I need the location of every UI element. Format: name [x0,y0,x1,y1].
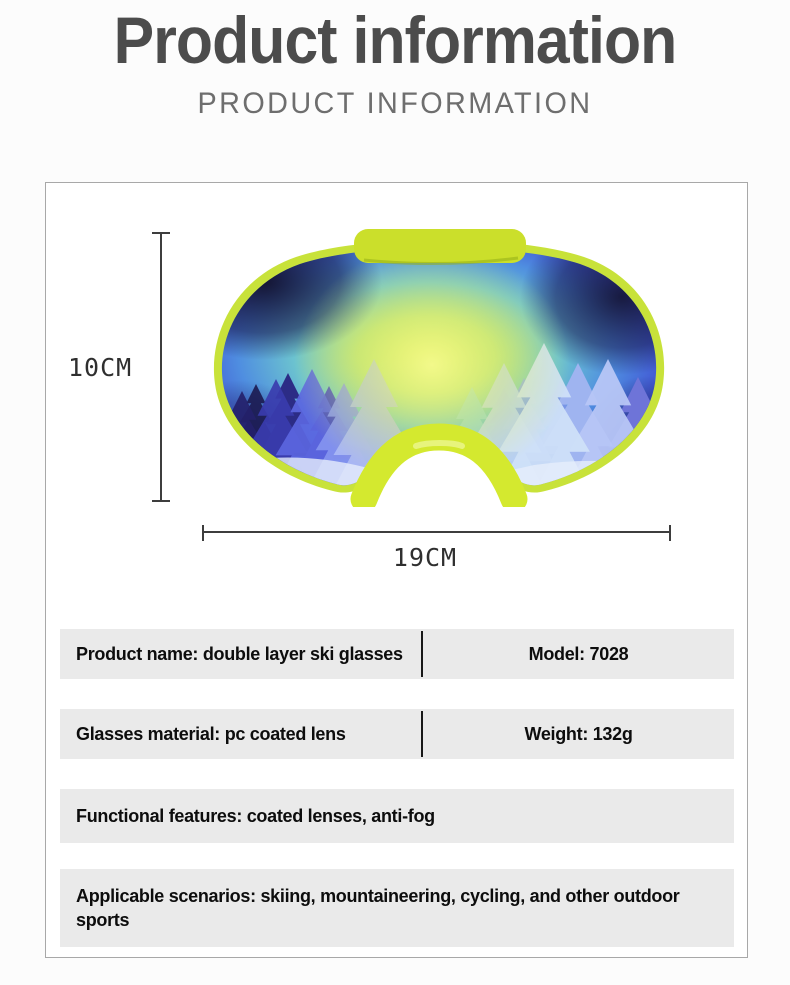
spec-material: Glasses material: pc coated lens [76,723,346,744]
dimension-width-label: 19CM [392,543,458,572]
spec-model: Model: 7028 [528,643,629,664]
spec-row-name-model: Product name: double layer ski glasses M… [60,629,734,679]
page-subtitle: PRODUCT INFORMATION [197,87,593,120]
spec-product-name: Product name: double layer ski glasses [76,643,403,664]
spec-features: Functional features: coated lenses, anti… [76,806,435,826]
spec-row-material-weight: Glasses material: pc coated lens Weight:… [60,709,734,759]
nose-bridge [350,423,528,507]
strap-clip [354,229,526,263]
dimension-width-line [202,525,671,541]
spec-divider [421,711,423,757]
header: Product information PRODUCT INFORMATION [0,0,790,120]
product-panel: 10CM 19CM Product name: double layer ski… [45,182,748,958]
product-image-goggles [213,229,665,507]
spec-scenarios: Applicable scenarios: skiing, mountainee… [76,886,680,930]
spec-divider [421,631,423,677]
spec-row-scenarios: Applicable scenarios: skiing, mountainee… [60,869,734,947]
page-title: Product information [113,3,678,77]
dimension-height-line [152,232,170,502]
dimension-height-label: 10CM [68,353,133,382]
spec-table: Product name: double layer ski glasses M… [60,629,734,947]
spec-row-features: Functional features: coated lenses, anti… [60,789,734,843]
spec-weight: Weight: 132g [524,723,633,744]
